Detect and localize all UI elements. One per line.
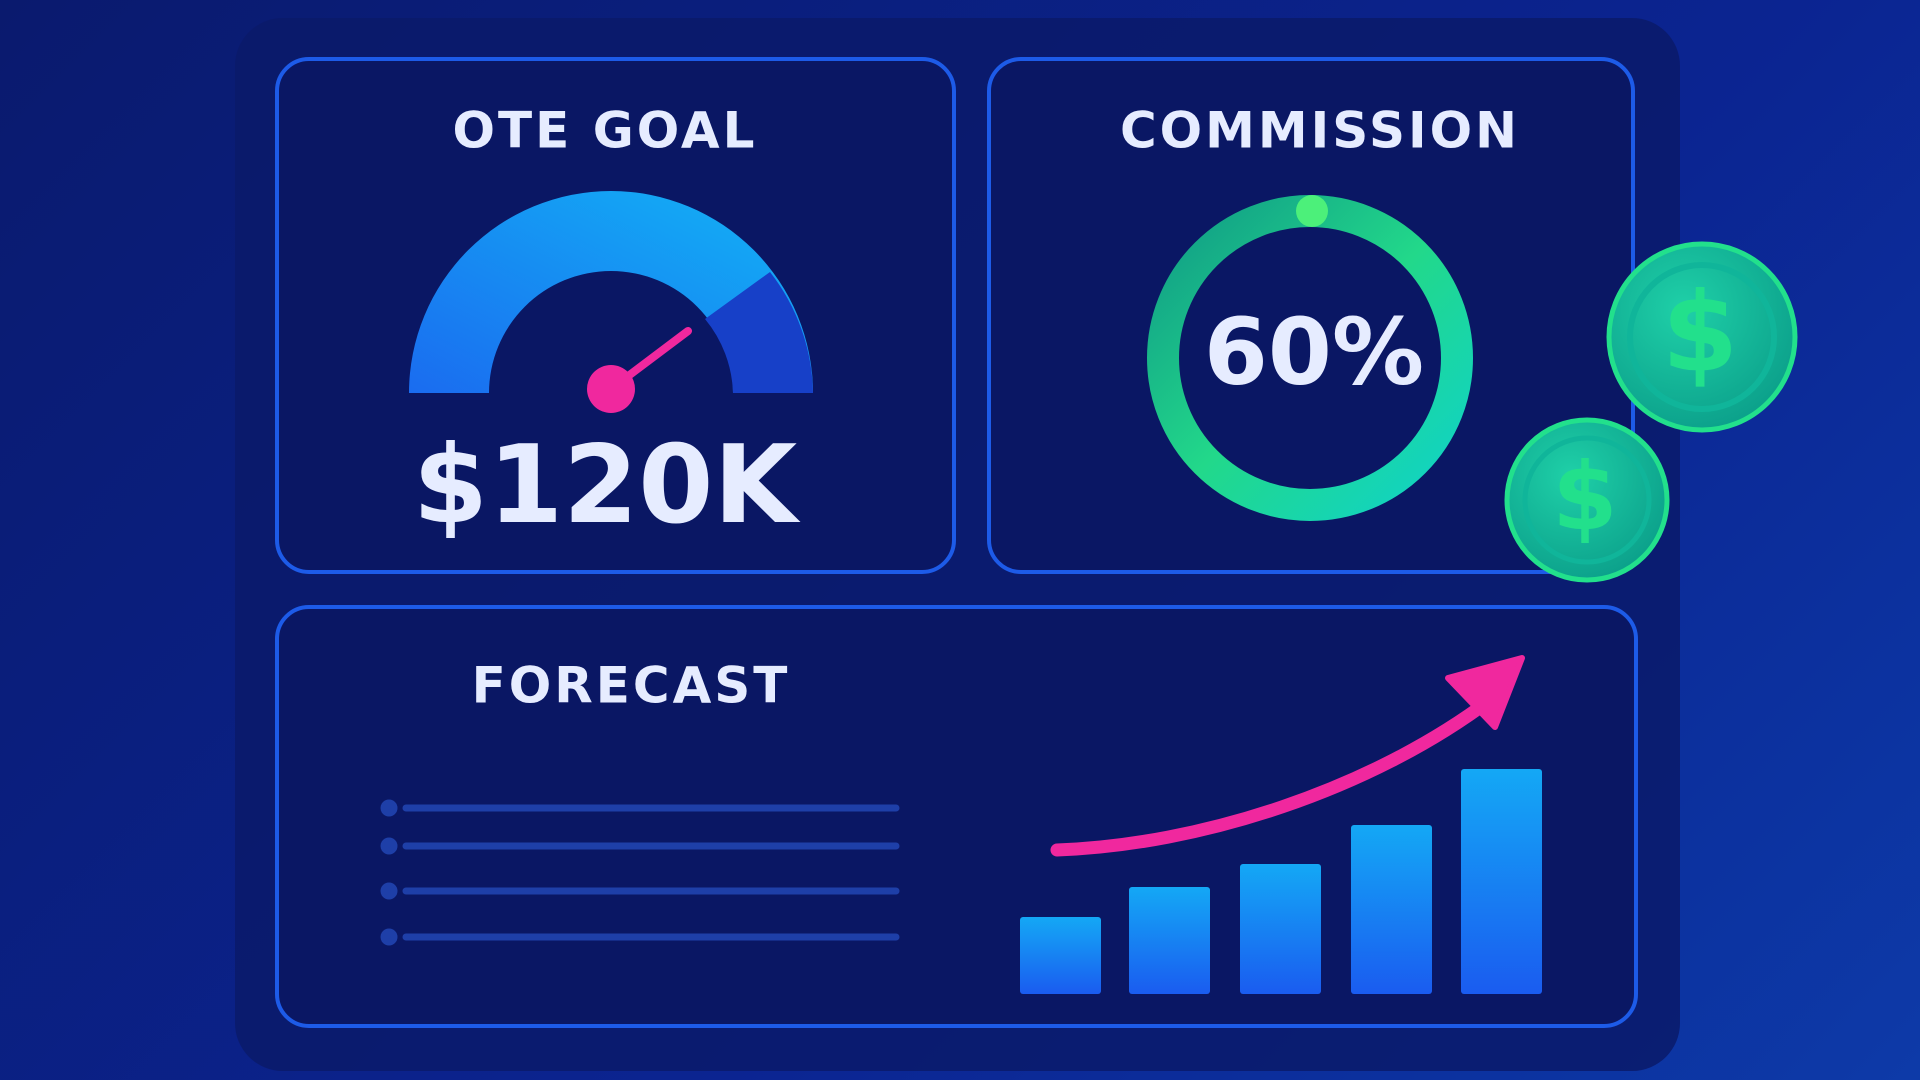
commission-percent: 60% [1204, 298, 1424, 405]
trend-arrow-head [1445, 655, 1525, 730]
ote-title: OTE GOAL [453, 102, 758, 160]
ote-panel [275, 57, 956, 574]
trend-arrow [1050, 693, 1497, 857]
forecast-title: FORECAST [472, 657, 791, 715]
commission-title: COMMISSION [1120, 102, 1520, 160]
svg-text:$: $ [1662, 268, 1739, 396]
ote-amount: $120K [413, 423, 801, 548]
gauge-arc [409, 191, 813, 393]
text-placeholder-lines [380, 799, 900, 946]
gauge-segment [705, 272, 813, 393]
forecast-bars [1020, 769, 1542, 994]
gauge-hub [587, 365, 635, 413]
coin: $ [1606, 241, 1798, 433]
coin: $ [1504, 417, 1670, 583]
ring-cap [1296, 195, 1328, 227]
svg-text:$: $ [1552, 443, 1617, 552]
